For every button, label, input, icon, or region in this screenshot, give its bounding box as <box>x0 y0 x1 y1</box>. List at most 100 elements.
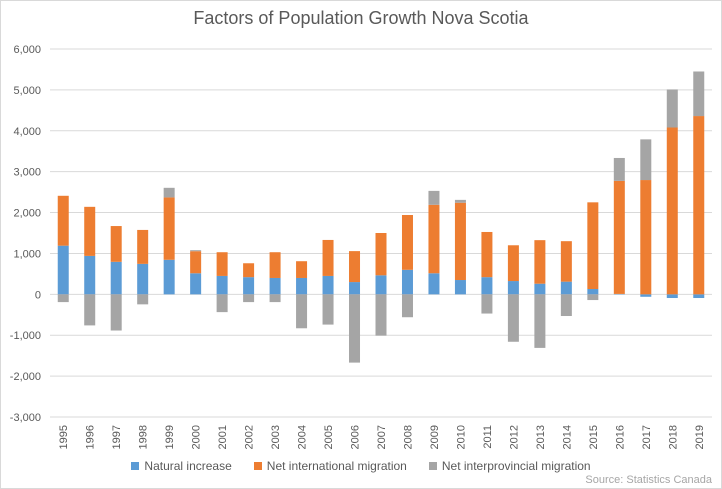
bar-natural-increase-2008 <box>401 269 413 295</box>
bar-natural-increase-2005 <box>322 275 334 295</box>
bar-net-interprovincial-migration-1997 <box>110 294 122 331</box>
bar-net-international-migration-2015 <box>587 202 599 290</box>
y-tick-label: -3,000 <box>10 412 41 424</box>
bar-net-international-migration-1996 <box>84 206 96 256</box>
legend-swatch <box>131 462 140 470</box>
bar-net-interprovincial-migration-2000 <box>190 250 202 252</box>
bar-net-interprovincial-migration-2015 <box>587 294 599 301</box>
legend-item-net-international-migration: Net international migration <box>253 459 407 473</box>
x-tick-label: 2004 <box>297 425 309 449</box>
y-tick-label: 3,000 <box>13 167 41 179</box>
bar-natural-increase-1997 <box>110 261 122 295</box>
bar-net-international-migration-2011 <box>481 231 493 278</box>
bar-net-interprovincial-migration-2011 <box>481 294 493 314</box>
bar-net-interprovincial-migration-2007 <box>375 294 387 336</box>
bar-net-international-migration-2016 <box>613 180 625 294</box>
x-tick-label: 2013 <box>535 425 547 449</box>
bar-net-interprovincial-migration-2008 <box>401 294 413 318</box>
legend-item-natural-increase: Natural increase <box>131 459 232 473</box>
x-tick-label: 2014 <box>561 425 573 449</box>
bar-net-international-migration-1998 <box>137 229 149 264</box>
legend-item-net-interprovincial-migration: Net interprovincial migration <box>428 459 591 473</box>
bar-net-international-migration-2006 <box>349 251 361 283</box>
bar-net-international-migration-2014 <box>560 241 572 282</box>
bar-net-interprovincial-migration-1998 <box>137 294 149 305</box>
bar-net-international-migration-1995 <box>57 195 69 246</box>
bar-net-international-migration-2017 <box>640 180 652 295</box>
bar-net-interprovincial-migration-2001 <box>216 294 228 313</box>
x-tick-label: 2019 <box>694 425 706 449</box>
bar-net-interprovincial-migration-2018 <box>666 89 678 128</box>
x-tick-label: 2010 <box>455 425 467 449</box>
bar-net-international-migration-2000 <box>190 251 202 274</box>
y-tick-label: -2,000 <box>10 371 41 383</box>
bar-net-international-migration-2003 <box>269 252 281 278</box>
x-tick-label: 2000 <box>191 425 203 449</box>
bar-net-interprovincial-migration-2010 <box>454 199 466 203</box>
source-note: Source: Statistics Canada <box>585 474 712 486</box>
x-tick-label: 2007 <box>376 425 388 449</box>
bar-net-interprovincial-migration-2014 <box>560 294 572 317</box>
bar-net-interprovincial-migration-1999 <box>163 187 175 198</box>
x-tick-label: 2017 <box>641 425 653 449</box>
bar-net-international-migration-1999 <box>163 197 175 260</box>
bar-net-international-migration-2009 <box>428 204 440 274</box>
bar-natural-increase-2009 <box>428 273 440 295</box>
x-tick-label: 2002 <box>244 425 256 449</box>
bar-natural-increase-2007 <box>375 275 387 295</box>
x-tick-label: 1998 <box>138 425 150 449</box>
bar-net-international-migration-2007 <box>375 233 387 276</box>
bar-net-international-migration-2012 <box>507 245 519 282</box>
x-tick-label: 2009 <box>429 425 441 449</box>
x-tick-label: 2006 <box>350 425 362 449</box>
legend-swatch <box>253 462 262 470</box>
x-tick-label: 2005 <box>323 425 335 449</box>
bar-natural-increase-2011 <box>481 277 493 295</box>
chart-title: Factors of Population Growth Nova Scotia <box>193 8 529 28</box>
bar-net-international-migration-2018 <box>666 127 678 295</box>
bar-net-international-migration-2005 <box>322 239 334 276</box>
bar-net-international-migration-2010 <box>454 202 466 281</box>
bar-natural-increase-2002 <box>243 277 255 295</box>
x-tick-label: 1996 <box>85 425 97 449</box>
bar-net-interprovincial-migration-1995 <box>57 294 69 303</box>
bar-net-interprovincial-migration-2016 <box>613 157 625 181</box>
bar-natural-increase-1996 <box>84 255 96 295</box>
bar-net-interprovincial-migration-2003 <box>269 294 281 303</box>
bar-net-interprovincial-migration-2009 <box>428 190 440 205</box>
bar-net-international-migration-2013 <box>534 240 546 284</box>
bar-natural-increase-2006 <box>349 282 361 295</box>
x-tick-label: 2016 <box>614 425 626 449</box>
y-tick-label: -1,000 <box>10 330 41 342</box>
y-tick-label: 4,000 <box>13 126 41 138</box>
bar-natural-increase-1999 <box>163 259 175 295</box>
x-tick-label: 1999 <box>164 425 176 449</box>
x-tick-label: 2015 <box>588 425 600 449</box>
bar-natural-increase-2013 <box>534 283 546 295</box>
y-tick-label: 2,000 <box>13 208 41 220</box>
bar-net-international-migration-2008 <box>401 215 413 270</box>
bar-natural-increase-2015 <box>587 289 599 295</box>
bar-natural-increase-1995 <box>57 245 69 295</box>
bar-net-interprovincial-migration-2005 <box>322 294 334 325</box>
bar-natural-increase-2012 <box>507 281 519 295</box>
x-tick-label: 1995 <box>58 425 70 449</box>
legend-swatch <box>428 462 437 470</box>
y-tick-label: 6,000 <box>13 44 41 56</box>
bar-net-international-migration-2004 <box>296 261 308 278</box>
x-tick-label: 2018 <box>667 425 679 449</box>
bar-net-interprovincial-migration-2004 <box>296 294 308 329</box>
bar-natural-increase-2000 <box>190 273 202 295</box>
bar-net-international-migration-2002 <box>243 263 255 278</box>
y-tick-label: 1,000 <box>13 248 41 260</box>
bar-natural-increase-2018 <box>666 294 678 299</box>
y-tick-label: 0 <box>35 289 41 301</box>
bar-net-interprovincial-migration-1996 <box>84 294 96 326</box>
legend-label: Net interprovincial migration <box>441 459 591 473</box>
bar-natural-increase-2003 <box>269 277 281 295</box>
bar-net-interprovincial-migration-2019 <box>693 71 705 117</box>
legend-label: Net international migration <box>266 459 407 473</box>
bar-natural-increase-1998 <box>137 263 149 295</box>
bar-net-international-migration-2019 <box>693 116 705 295</box>
